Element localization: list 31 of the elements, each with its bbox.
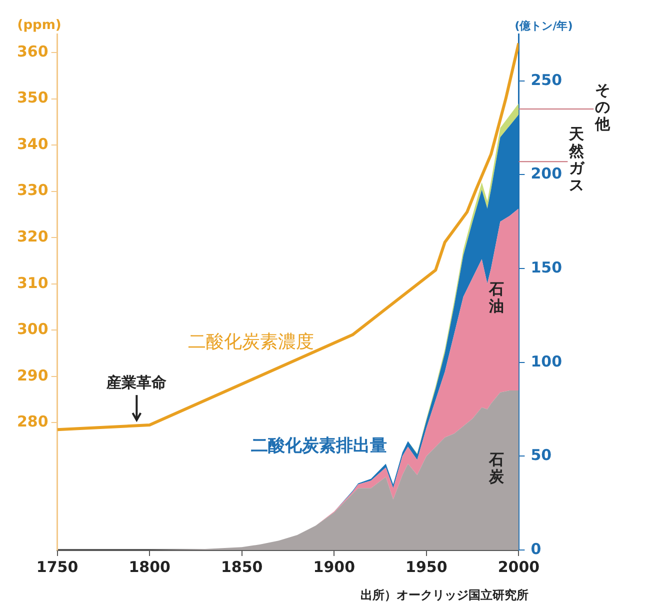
y2-tick-label: 100 bbox=[530, 352, 562, 370]
y-tick-label: 290 bbox=[17, 366, 48, 384]
y2-tick-label: 0 bbox=[530, 540, 542, 558]
text: 天然ガス bbox=[568, 124, 586, 194]
y-tick-label: 340 bbox=[17, 134, 48, 153]
y2-tick-label: 200 bbox=[530, 164, 562, 183]
annotation: 産業革命 bbox=[106, 373, 168, 392]
y2-axis-title: (億トン/年) bbox=[514, 19, 573, 32]
y2-tick-label: 250 bbox=[530, 70, 562, 89]
x-tick-label: 1750 bbox=[36, 558, 78, 576]
y2-tick-label: 50 bbox=[530, 446, 552, 464]
y-tick-label: 330 bbox=[17, 181, 48, 200]
text: 出所）オークリッジ国立研究所 bbox=[360, 588, 529, 602]
x-tick-label: 1800 bbox=[128, 558, 170, 576]
y-tick-label: 350 bbox=[17, 88, 48, 107]
text: その他 bbox=[594, 80, 612, 133]
x-tick-label: 1850 bbox=[220, 558, 263, 576]
x-tick-label: 1900 bbox=[313, 558, 356, 576]
y-tick-label: 280 bbox=[17, 412, 48, 431]
y-tick-label: 310 bbox=[17, 274, 48, 292]
x-tick-label: 1950 bbox=[406, 558, 448, 576]
series-label: 石油 bbox=[488, 280, 504, 315]
series-label: 石炭 bbox=[488, 450, 506, 486]
y-tick-label: 360 bbox=[17, 42, 48, 60]
y-axis-title: (ppm) bbox=[17, 18, 62, 33]
y2-tick-label: 150 bbox=[530, 258, 562, 276]
x-tick-label: 2000 bbox=[498, 558, 540, 576]
y-tick-label: 300 bbox=[17, 320, 48, 338]
annotation: 二酸化炭素排出量 bbox=[251, 436, 388, 456]
series-label: 二酸化炭素濃度 bbox=[188, 332, 314, 353]
y-tick-label: 320 bbox=[17, 228, 48, 246]
